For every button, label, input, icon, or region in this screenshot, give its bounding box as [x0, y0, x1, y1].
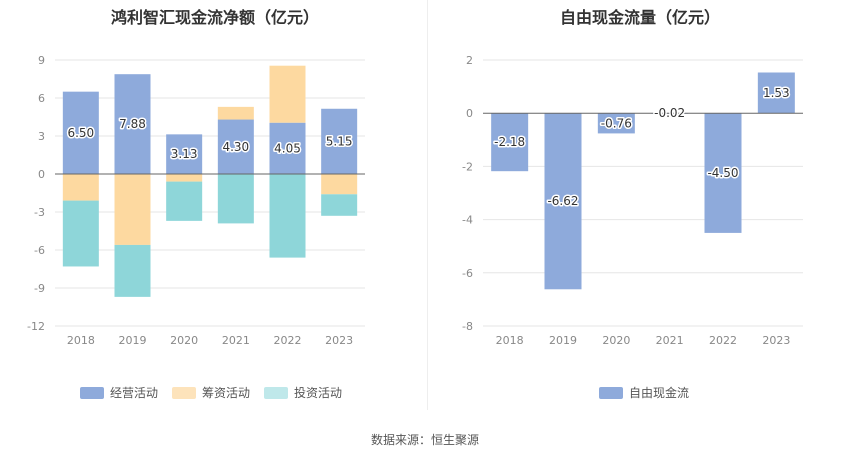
right-bar-primary	[704, 113, 742, 233]
left-bar-s1	[269, 65, 306, 123]
right-data-label: -4.50	[707, 166, 738, 180]
left-bar-primary	[166, 134, 203, 174]
left-data-label: 3.13	[171, 147, 198, 161]
right-x-tick-label: 2023	[762, 334, 790, 347]
right-data-label: -6.62	[547, 194, 578, 208]
left-y-tick-label: 0	[38, 168, 45, 181]
right-bar-primary	[757, 72, 795, 114]
left-y-tick-label: -3	[34, 206, 45, 219]
left-chart-legend: 经营活动 筹资活动 投资活动	[80, 384, 356, 401]
left-y-tick-label: 3	[38, 130, 45, 143]
right-data-label: -0.02	[654, 106, 685, 120]
legend-swatch-operating	[80, 386, 104, 399]
legend-swatch-financing	[172, 386, 197, 399]
left-bar-primary	[114, 74, 151, 174]
right-x-tick-label: 2020	[602, 334, 630, 347]
right-y-tick-label: -2	[462, 160, 473, 173]
chart-divider	[427, 0, 428, 410]
legend-swatch-investing	[264, 386, 289, 399]
right-y-tick-label: 0	[466, 107, 473, 120]
left-y-tick-label: -9	[34, 282, 45, 295]
left-bar-primary	[62, 91, 99, 174]
right-x-tick-label: 2021	[656, 334, 684, 347]
right-chart-title: 自由现金流量（亿元）	[559, 8, 720, 27]
left-y-tick-label: 9	[38, 54, 45, 67]
left-x-tick-label: 2021	[222, 334, 250, 347]
legend-label-investing: 投资活动	[294, 386, 343, 400]
left-bar-s1	[166, 174, 203, 182]
right-y-tick-label: -8	[462, 320, 473, 333]
right-chart-legend: 自由现金流	[599, 384, 703, 401]
left-y-tick-label: 6	[38, 92, 45, 105]
left-bar-primary	[321, 108, 358, 174]
left-bar-primary	[269, 122, 306, 174]
right-x-tick-label: 2018	[496, 334, 524, 347]
legend-label-operating: 经营活动	[110, 386, 159, 400]
left-bar-s2	[166, 181, 203, 221]
legend-item-investing[interactable]: 投资活动	[264, 384, 342, 401]
left-bar-s1	[114, 174, 151, 245]
legend-swatch-free-cash-flow	[599, 386, 623, 399]
left-data-label: 5.15	[326, 134, 353, 148]
right-y-tick-label: -6	[462, 267, 473, 280]
left-data-label: 6.50	[67, 126, 94, 140]
legend-item-operating[interactable]: 经营活动	[80, 384, 158, 401]
left-bar-s2	[217, 174, 254, 224]
left-bar-primary	[217, 119, 254, 174]
right-x-tick-label: 2019	[549, 334, 577, 347]
left-x-tick-label: 2022	[274, 334, 302, 347]
legend-item-free-cash-flow[interactable]: 自由现金流	[599, 384, 689, 401]
left-bar-s2	[62, 200, 99, 267]
left-bar-s1	[217, 106, 254, 120]
right-bar-primary	[491, 113, 529, 172]
legend-label-free-cash-flow: 自由现金流	[629, 386, 690, 400]
right-y-tick-label: -4	[462, 214, 473, 227]
left-x-tick-label: 2019	[119, 334, 147, 347]
left-x-tick-label: 2018	[67, 334, 95, 347]
legend-label-financing: 筹资活动	[202, 386, 251, 400]
left-bar-s1	[321, 174, 358, 195]
left-bar-s2	[321, 194, 358, 216]
left-data-label: 7.88	[119, 117, 146, 131]
right-y-tick-label: 2	[466, 54, 473, 67]
left-data-label: 4.30	[222, 140, 249, 154]
left-bar-s2	[269, 174, 306, 258]
legend-item-financing[interactable]: 筹资活动	[172, 384, 250, 401]
left-y-tick-label: -12	[27, 320, 45, 333]
left-x-tick-label: 2020	[170, 334, 198, 347]
left-x-tick-label: 2023	[325, 334, 353, 347]
left-bar-s1	[62, 174, 99, 201]
left-y-tick-label: -6	[34, 244, 45, 257]
right-bar-primary	[597, 113, 635, 134]
left-bar-s2	[114, 244, 151, 297]
right-data-label: 1.53	[763, 86, 790, 100]
right-x-tick-label: 2022	[709, 334, 737, 347]
right-bar-primary	[544, 113, 582, 290]
left-chart-title: 鸿利智汇现金流净额（亿元）	[110, 8, 319, 27]
left-data-label: 4.05	[274, 141, 301, 155]
right-data-label: -2.18	[494, 135, 525, 149]
data-source-note: 数据来源：恒生聚源	[370, 433, 479, 447]
right-data-label: -0.76	[601, 116, 632, 130]
